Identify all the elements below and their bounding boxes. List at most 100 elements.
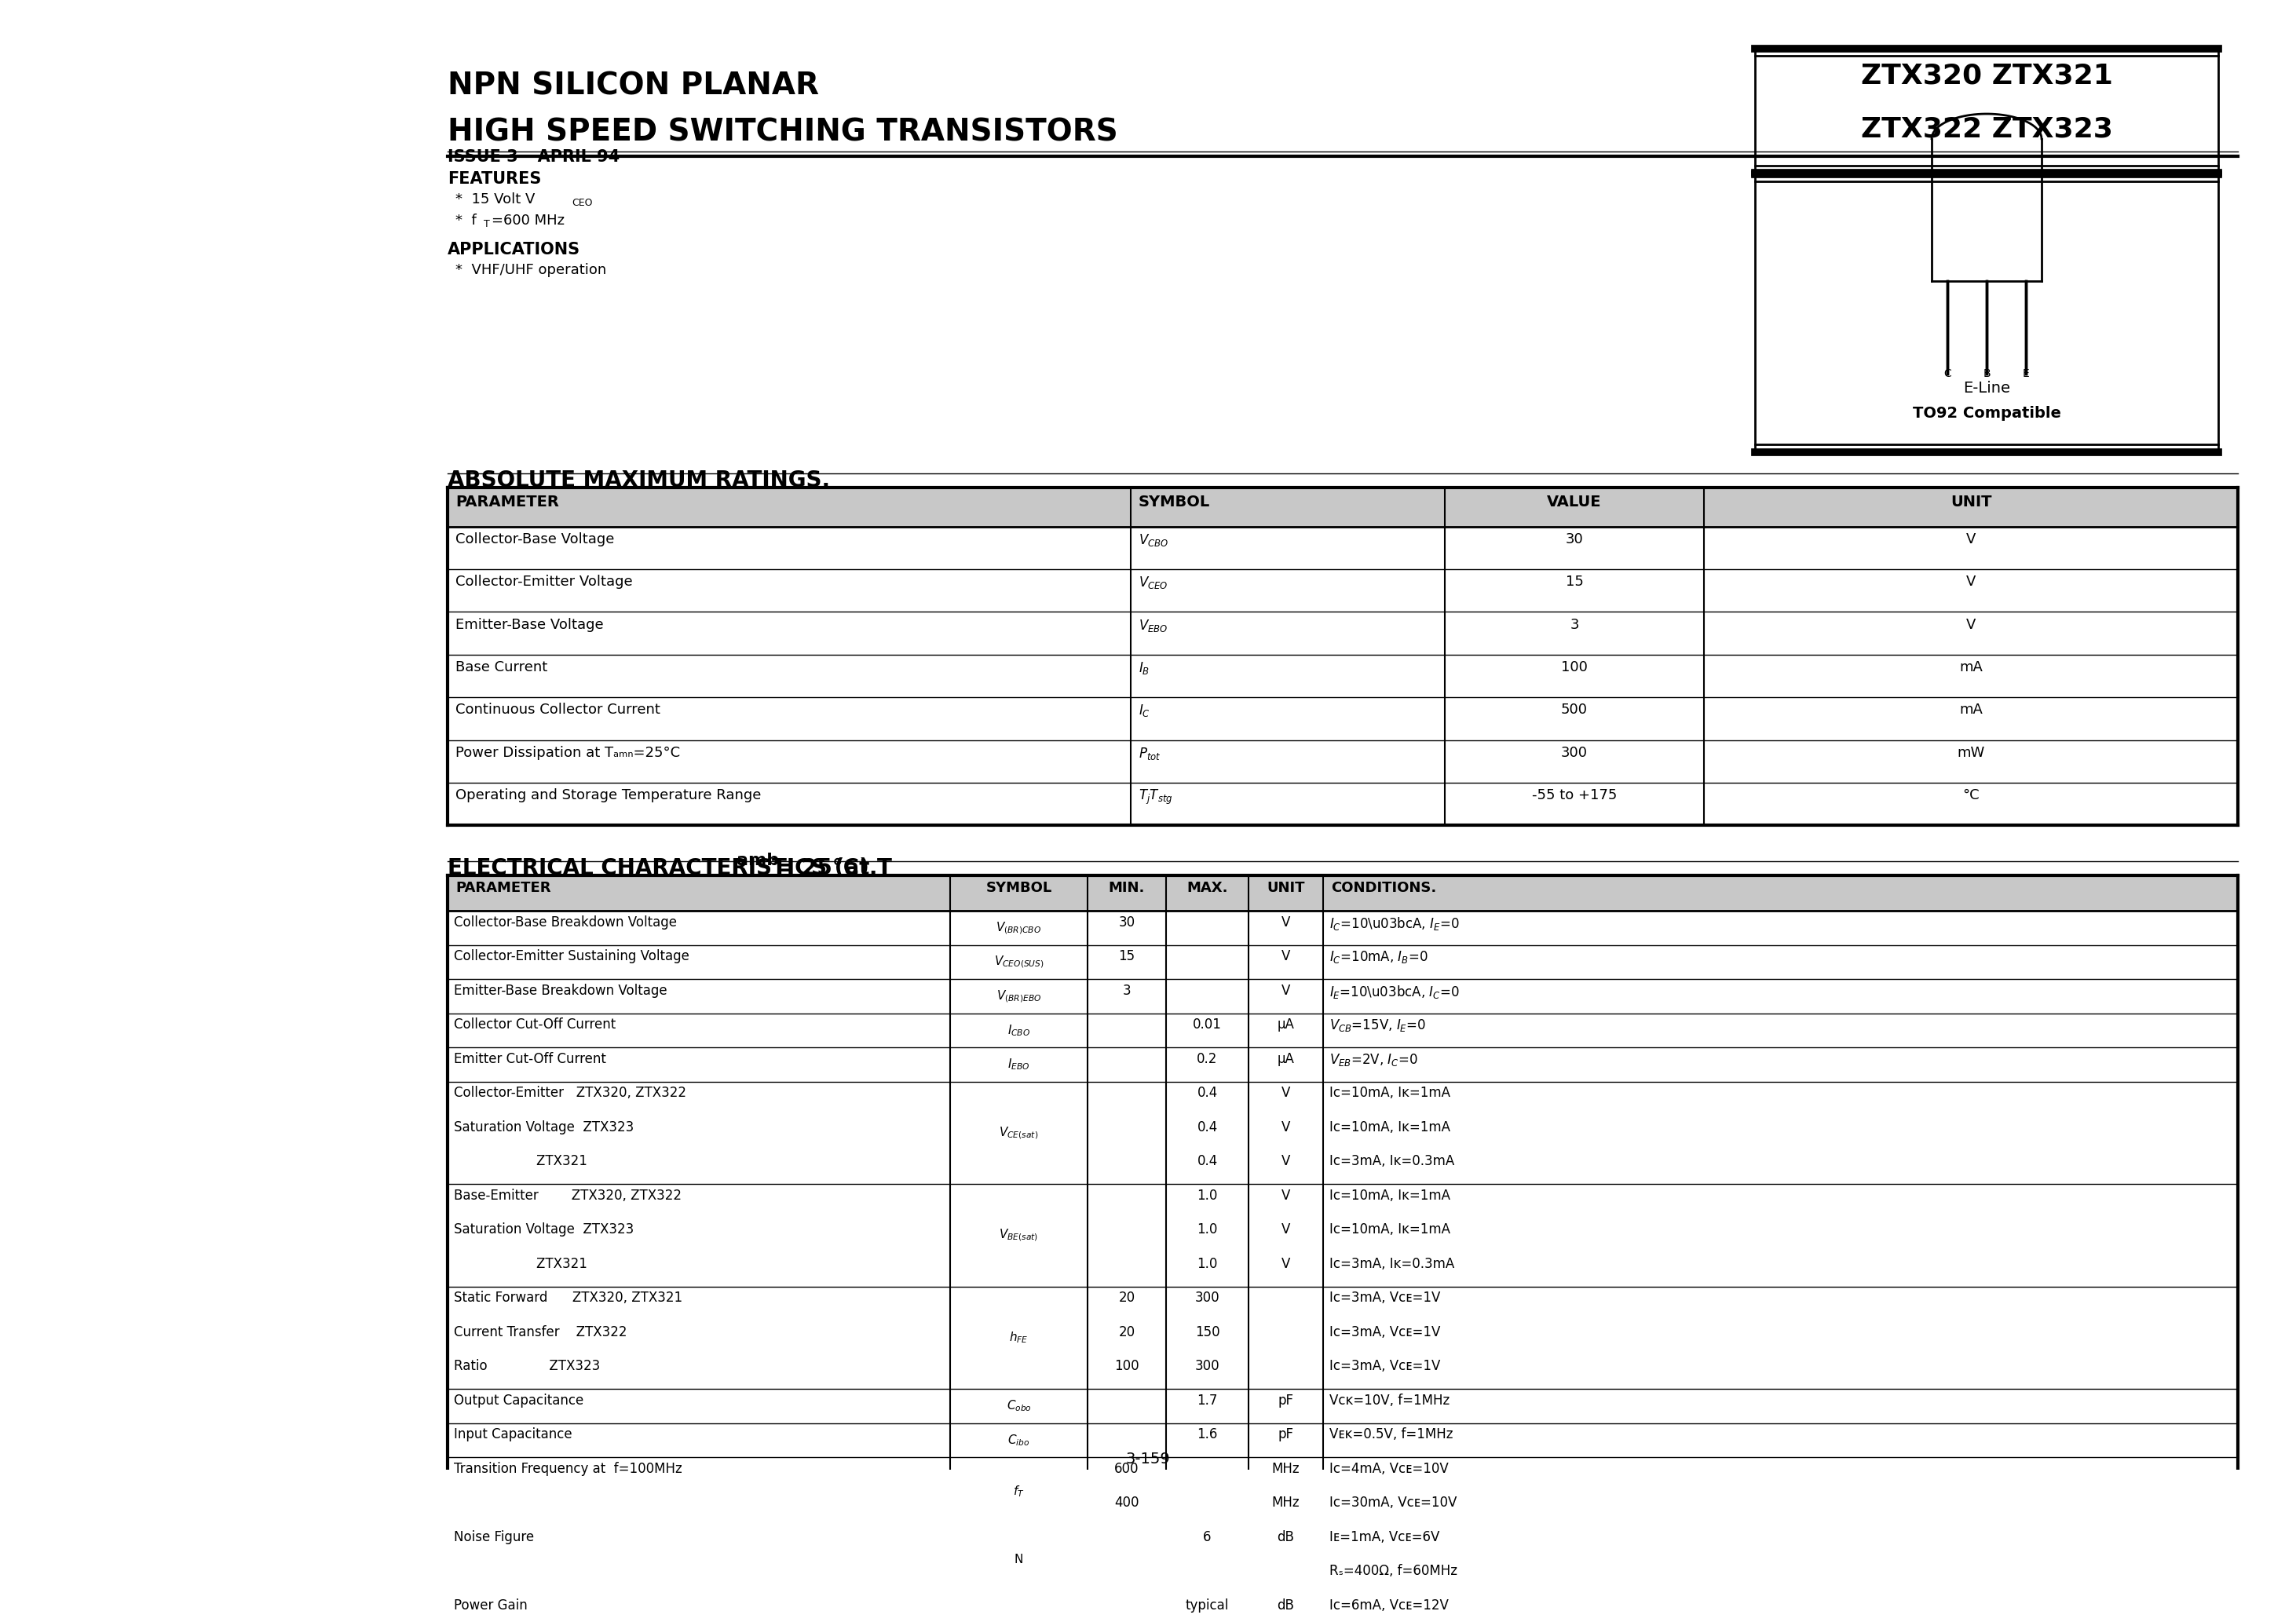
- Text: Vᴇᴋ=0.5V, f=1MHz: Vᴇᴋ=0.5V, f=1MHz: [1329, 1427, 1453, 1442]
- Text: B: B: [1984, 368, 1991, 380]
- Text: 0.2: 0.2: [1196, 1051, 1217, 1066]
- Text: 20: 20: [1118, 1291, 1134, 1304]
- Text: Base Current: Base Current: [455, 660, 546, 675]
- Text: Collector-Emitter Sustaining Voltage: Collector-Emitter Sustaining Voltage: [455, 949, 689, 963]
- Text: Iᴄ=4mA, Vᴄᴇ=10V: Iᴄ=4mA, Vᴄᴇ=10V: [1329, 1461, 1449, 1476]
- Text: Iᴄ=30mA, Vᴄᴇ=10V: Iᴄ=30mA, Vᴄᴇ=10V: [1329, 1495, 1458, 1510]
- Text: *  15 Volt V: * 15 Volt V: [455, 191, 535, 206]
- Text: Iᴄ=3mA, Vᴄᴇ=1V: Iᴄ=3mA, Vᴄᴇ=1V: [1329, 1325, 1440, 1340]
- Text: Iᴇ=1mA, Vᴄᴇ=6V: Iᴇ=1mA, Vᴄᴇ=6V: [1329, 1530, 1440, 1544]
- Text: Input Capacitance: Input Capacitance: [455, 1427, 572, 1442]
- Text: 100: 100: [1561, 660, 1587, 675]
- Text: CONDITIONS.: CONDITIONS.: [1332, 881, 1437, 895]
- Text: MIN.: MIN.: [1109, 881, 1146, 895]
- Text: FEATURES: FEATURES: [448, 170, 542, 187]
- Text: Iᴄ=6mA, Vᴄᴇ=12V: Iᴄ=6mA, Vᴄᴇ=12V: [1329, 1598, 1449, 1612]
- Text: V: V: [1281, 1119, 1290, 1134]
- Text: Vᴄᴋ=10V, f=1MHz: Vᴄᴋ=10V, f=1MHz: [1329, 1393, 1449, 1408]
- Text: $P_{tot}$: $P_{tot}$: [1139, 746, 1162, 761]
- Text: typical: typical: [1185, 1598, 1228, 1612]
- Text: $I_E$=10\u03bcA, $I_C$=0: $I_E$=10\u03bcA, $I_C$=0: [1329, 983, 1460, 999]
- Bar: [448, 876, 2239, 912]
- Text: Base-Emitter        ZTX320, ZTX322: Base-Emitter ZTX320, ZTX322: [455, 1189, 682, 1202]
- Text: SYMBOL: SYMBOL: [985, 881, 1052, 895]
- Text: mA: mA: [1958, 702, 1984, 717]
- Text: $V_{EB}$=2V, $I_C$=0: $V_{EB}$=2V, $I_C$=0: [1329, 1051, 1419, 1067]
- Text: HIGH SPEED SWITCHING TRANSISTORS: HIGH SPEED SWITCHING TRANSISTORS: [448, 117, 1118, 148]
- Text: Collector-Base Voltage: Collector-Base Voltage: [455, 532, 615, 547]
- Text: ZTX320 ZTX321: ZTX320 ZTX321: [1860, 63, 2112, 89]
- Text: 1.7: 1.7: [1196, 1393, 1217, 1408]
- Text: 400: 400: [1114, 1495, 1139, 1510]
- Text: $V_{CEO(SUS)}$: $V_{CEO(SUS)}$: [994, 954, 1045, 970]
- Text: mA: mA: [1958, 660, 1984, 675]
- Text: 15: 15: [1566, 574, 1584, 589]
- Text: 0.01: 0.01: [1194, 1017, 1221, 1032]
- Text: CEO: CEO: [572, 198, 592, 208]
- Text: C: C: [1942, 368, 1952, 380]
- Text: $I_C$: $I_C$: [1139, 702, 1150, 719]
- Text: N: N: [1015, 1554, 1024, 1565]
- Text: 100: 100: [1114, 1359, 1139, 1374]
- Text: *  f: * f: [455, 214, 478, 227]
- Text: Iᴄ=10mA, Iᴋ=1mA: Iᴄ=10mA, Iᴋ=1mA: [1329, 1223, 1451, 1236]
- Text: V: V: [1281, 1257, 1290, 1270]
- Text: 15: 15: [1118, 949, 1134, 963]
- Text: 3-159: 3-159: [1125, 1452, 1171, 1466]
- Text: E-Line: E-Line: [1963, 381, 2011, 396]
- Text: ABSOLUTE MAXIMUM RATINGS.: ABSOLUTE MAXIMUM RATINGS.: [448, 470, 831, 491]
- Text: 150: 150: [1194, 1325, 1219, 1340]
- Text: 0.4: 0.4: [1196, 1155, 1217, 1168]
- Text: dB: dB: [1277, 1530, 1295, 1544]
- Text: PARAMETER: PARAMETER: [455, 881, 551, 895]
- Text: 6: 6: [1203, 1530, 1212, 1544]
- Text: 3: 3: [1570, 618, 1580, 631]
- Text: 1.0: 1.0: [1196, 1223, 1217, 1236]
- Text: SYMBOL: SYMBOL: [1139, 495, 1210, 509]
- Text: Iᴄ=10mA, Iᴋ=1mA: Iᴄ=10mA, Iᴋ=1mA: [1329, 1119, 1451, 1134]
- Text: $I_C$=10mA, $I_B$=0: $I_C$=10mA, $I_B$=0: [1329, 949, 1428, 965]
- Text: V: V: [1281, 1155, 1290, 1168]
- Text: $I_B$: $I_B$: [1139, 660, 1150, 676]
- Text: Current Transfer    ZTX322: Current Transfer ZTX322: [455, 1325, 627, 1340]
- Text: Saturation Voltage  ZTX323: Saturation Voltage ZTX323: [455, 1223, 634, 1236]
- Text: 300: 300: [1194, 1291, 1219, 1304]
- Text: VALUE: VALUE: [1548, 495, 1603, 509]
- Text: 1.0: 1.0: [1196, 1189, 1217, 1202]
- Text: $h_{FE}$: $h_{FE}$: [1010, 1330, 1029, 1345]
- Text: Iᴄ=3mA, Vᴄᴇ=1V: Iᴄ=3mA, Vᴄᴇ=1V: [1329, 1291, 1440, 1304]
- Text: Emitter-Base Voltage: Emitter-Base Voltage: [455, 618, 604, 631]
- Text: μA: μA: [1277, 1051, 1295, 1066]
- Text: V: V: [1281, 949, 1290, 963]
- Text: ISSUE 3 – APRIL 94: ISSUE 3 – APRIL 94: [448, 149, 620, 165]
- Text: μA: μA: [1277, 1017, 1295, 1032]
- Text: 1.6: 1.6: [1196, 1427, 1217, 1442]
- Text: Collector-Emitter   ZTX320, ZTX322: Collector-Emitter ZTX320, ZTX322: [455, 1085, 687, 1100]
- Text: UNIT: UNIT: [1267, 881, 1304, 895]
- Text: Emitter-Base Breakdown Voltage: Emitter-Base Breakdown Voltage: [455, 983, 668, 998]
- Text: 3: 3: [1123, 983, 1132, 998]
- Text: Iᴄ=3mA, Vᴄᴇ=1V: Iᴄ=3mA, Vᴄᴇ=1V: [1329, 1359, 1440, 1374]
- Text: $V_{CE(sat)}$: $V_{CE(sat)}$: [999, 1126, 1038, 1140]
- Text: V: V: [1281, 1223, 1290, 1236]
- Text: $T_j T_{stg}$: $T_j T_{stg}$: [1139, 788, 1173, 806]
- Text: 0.4: 0.4: [1196, 1119, 1217, 1134]
- Text: UNIT: UNIT: [1949, 495, 1991, 509]
- Text: 600: 600: [1114, 1461, 1139, 1476]
- Text: Iᴄ=3mA, Iᴋ=0.3mA: Iᴄ=3mA, Iᴋ=0.3mA: [1329, 1155, 1453, 1168]
- Text: V: V: [1281, 1189, 1290, 1202]
- Text: Iᴄ=10mA, Iᴋ=1mA: Iᴄ=10mA, Iᴋ=1mA: [1329, 1189, 1451, 1202]
- Text: Power Dissipation at Tₐₘₙ=25°C: Power Dissipation at Tₐₘₙ=25°C: [455, 746, 680, 759]
- Text: -55 to +175: -55 to +175: [1531, 788, 1616, 803]
- Text: mW: mW: [1956, 746, 1984, 759]
- Text: Power Gain: Power Gain: [455, 1598, 528, 1612]
- Text: ZTX321: ZTX321: [455, 1257, 588, 1270]
- Text: Collector-Emitter Voltage: Collector-Emitter Voltage: [455, 574, 634, 589]
- Text: T: T: [484, 219, 489, 229]
- Text: *  VHF/UHF operation: * VHF/UHF operation: [455, 263, 606, 277]
- Text: $V_{(BR)CBO}$: $V_{(BR)CBO}$: [996, 920, 1042, 936]
- Text: $V_{CEO}$: $V_{CEO}$: [1139, 574, 1169, 590]
- Text: Iᴄ=10mA, Iᴋ=1mA: Iᴄ=10mA, Iᴋ=1mA: [1329, 1085, 1451, 1100]
- Text: 1.0: 1.0: [1196, 1257, 1217, 1270]
- Text: 300: 300: [1194, 1359, 1219, 1374]
